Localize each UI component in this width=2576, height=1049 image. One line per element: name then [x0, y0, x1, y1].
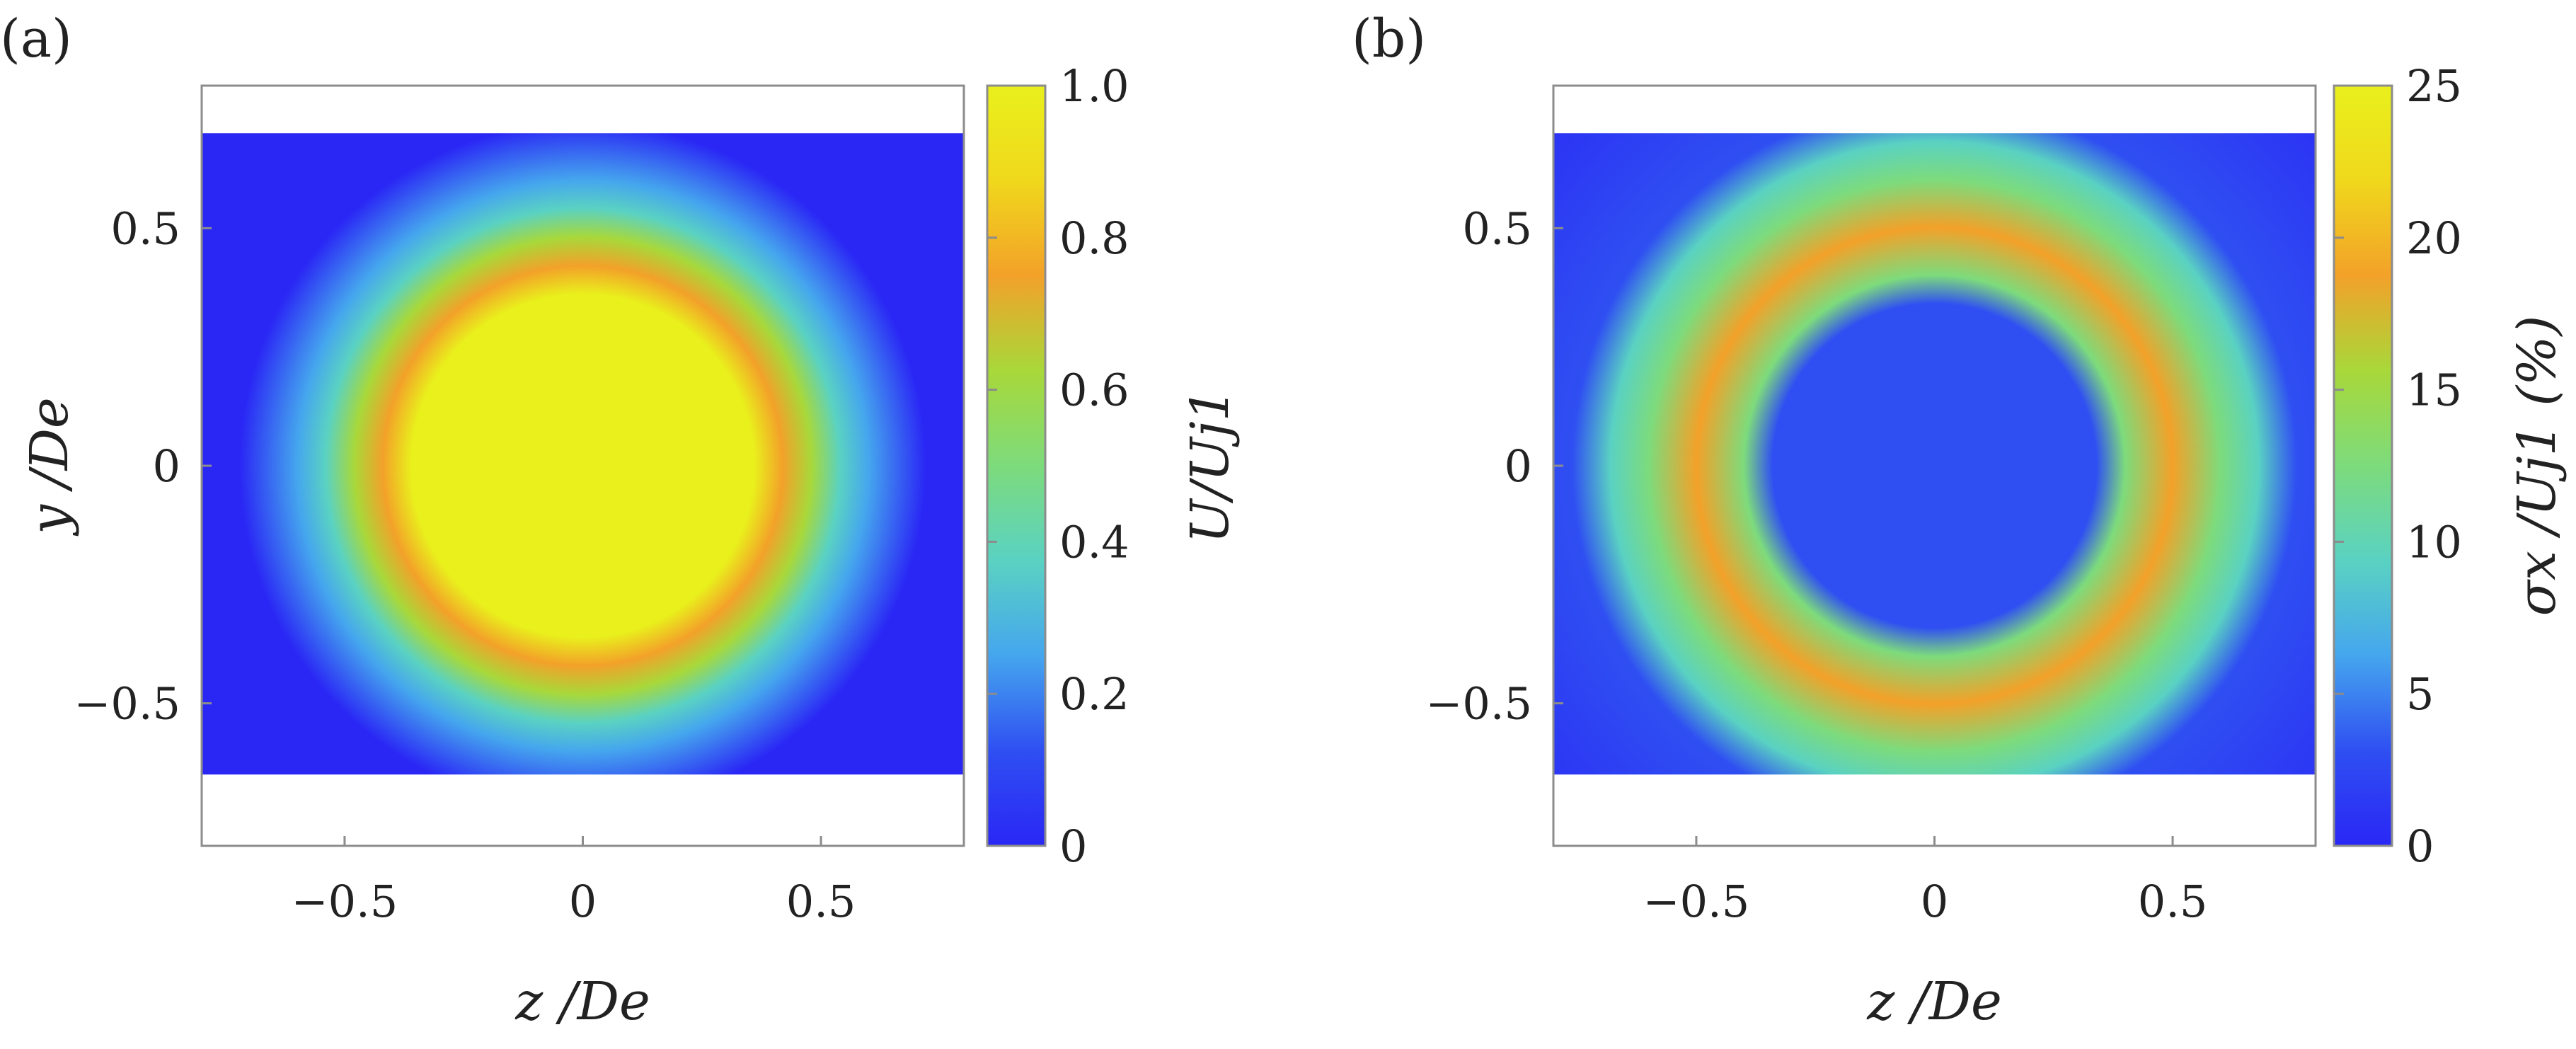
- y-axis-label: y /De: [19, 397, 80, 536]
- colorbar-tick-label: 0: [1059, 820, 1087, 872]
- colorbar-tick-label: 0.2: [1059, 668, 1129, 720]
- colorbar: [986, 84, 1047, 847]
- colorbar-tick-label: 10: [2406, 516, 2462, 568]
- x-tick-label: −0.5: [1643, 876, 1750, 927]
- colorbar-tick-label: 0.6: [1059, 365, 1129, 416]
- colorbar: [2333, 84, 2393, 847]
- y-tick-label: 0: [153, 440, 180, 492]
- heatmap-field: [202, 133, 964, 775]
- colorbar-tick-label: 1.0: [1059, 60, 1129, 112]
- y-tick-label: 0.5: [1462, 202, 1532, 254]
- x-tick-label: 0: [569, 876, 597, 927]
- colorbar-label: σx /Uj1 (%): [2507, 316, 2568, 617]
- heatmap-field: [1553, 133, 2316, 775]
- x-axis-label: z /De: [1866, 971, 2002, 1032]
- colorbar-tick-label: 0.4: [1059, 516, 1129, 568]
- colorbar-tick-label: 25: [2406, 60, 2462, 112]
- panel-b: −0.5 0 0.5 0.5 0 −0.5 z /De (b) 25 20 15 10 5 0 σx /Uj…: [1352, 8, 2568, 1032]
- x-tick-label: −0.5: [292, 876, 398, 927]
- panel-a: −0.5 0 0.5 0.5 0 −0.5 z /De y /De (a) 1.0 0.8 0.6 0.…: [0, 8, 1241, 1032]
- y-tick-label: 0.5: [110, 202, 180, 254]
- x-tick-label: 0.5: [786, 876, 856, 927]
- colorbar-tick-label: 20: [2406, 212, 2462, 264]
- colorbar-tick-label: 5: [2406, 668, 2434, 720]
- colorbar-tick-label: 15: [2406, 365, 2462, 416]
- panel-tag: (a): [0, 8, 72, 69]
- panel-tag: (b): [1352, 8, 1426, 69]
- y-tick-label: −0.5: [1425, 678, 1532, 730]
- colorbar-tick-label: 0: [2406, 820, 2434, 872]
- x-axis-label: z /De: [514, 971, 650, 1032]
- y-tick-label: 0: [1505, 440, 1532, 492]
- x-tick-label: 0: [1921, 876, 1948, 927]
- colorbar-tick-label: 0.8: [1059, 212, 1129, 264]
- x-tick-label: 0.5: [2138, 876, 2208, 927]
- colorbar-label: U/Uj1: [1180, 388, 1241, 544]
- y-tick-label: −0.5: [74, 678, 180, 730]
